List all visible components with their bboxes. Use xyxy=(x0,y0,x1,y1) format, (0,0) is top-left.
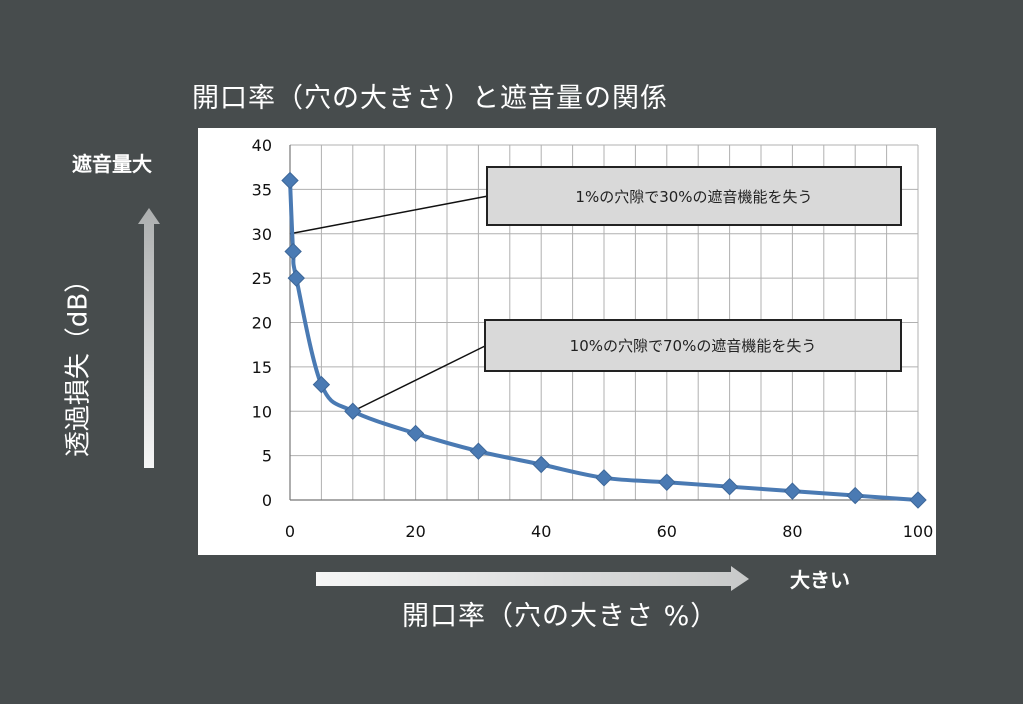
y-axis-top-label: 遮音量大 xyxy=(72,152,152,176)
callout-1: 1%の穴隙で30%の遮音機能を失う xyxy=(486,166,902,226)
x-tick-label: 40 xyxy=(531,522,551,541)
y-tick-label: 20 xyxy=(252,314,272,333)
right-arrow xyxy=(316,566,749,591)
data-point xyxy=(284,242,302,261)
data-point xyxy=(287,269,305,287)
up-arrow xyxy=(138,208,160,468)
y-tick-label: 30 xyxy=(252,225,272,244)
tick-labels: 0 5 10 15 20 25 30 35 40 0 20 40 60 80 100 xyxy=(252,136,934,541)
data-point xyxy=(281,171,299,190)
data-point xyxy=(595,469,613,487)
data-point xyxy=(658,473,676,491)
callout-leader xyxy=(289,195,489,235)
x-axis-right-label: 大きい xyxy=(790,568,850,592)
data-point xyxy=(532,455,550,474)
data-point xyxy=(846,486,864,505)
data-point xyxy=(406,424,425,443)
y-tick-label: 0 xyxy=(262,491,272,510)
y-tick-label: 35 xyxy=(252,180,272,199)
x-tick-label: 60 xyxy=(657,522,677,541)
data-point xyxy=(469,442,488,460)
data-point xyxy=(344,402,362,420)
x-tick-label: 20 xyxy=(405,522,425,541)
y-tick-label: 25 xyxy=(252,269,272,288)
x-tick-label: 100 xyxy=(903,522,934,541)
data-point xyxy=(783,482,802,500)
x-tick-label: 80 xyxy=(782,522,802,541)
y-tick-label: 5 xyxy=(262,447,272,466)
callout-2: 10%の穴隙で70%の遮音機能を失う xyxy=(484,319,902,372)
y-tick-label: 10 xyxy=(252,402,272,421)
callout-leader xyxy=(352,344,487,412)
series xyxy=(281,171,927,509)
data-point xyxy=(909,491,927,509)
callout-leaders xyxy=(289,195,489,412)
x-axis-title: 開口率（穴の大きさ %） xyxy=(402,601,719,632)
data-point xyxy=(312,375,331,394)
x-tick-label: 0 xyxy=(285,522,295,541)
y-tick-label: 15 xyxy=(252,358,272,377)
data-point xyxy=(720,477,739,496)
y-tick-label: 40 xyxy=(252,136,272,155)
chart-title: 開口率（穴の大きさ）と遮音量の関係 xyxy=(192,83,668,114)
